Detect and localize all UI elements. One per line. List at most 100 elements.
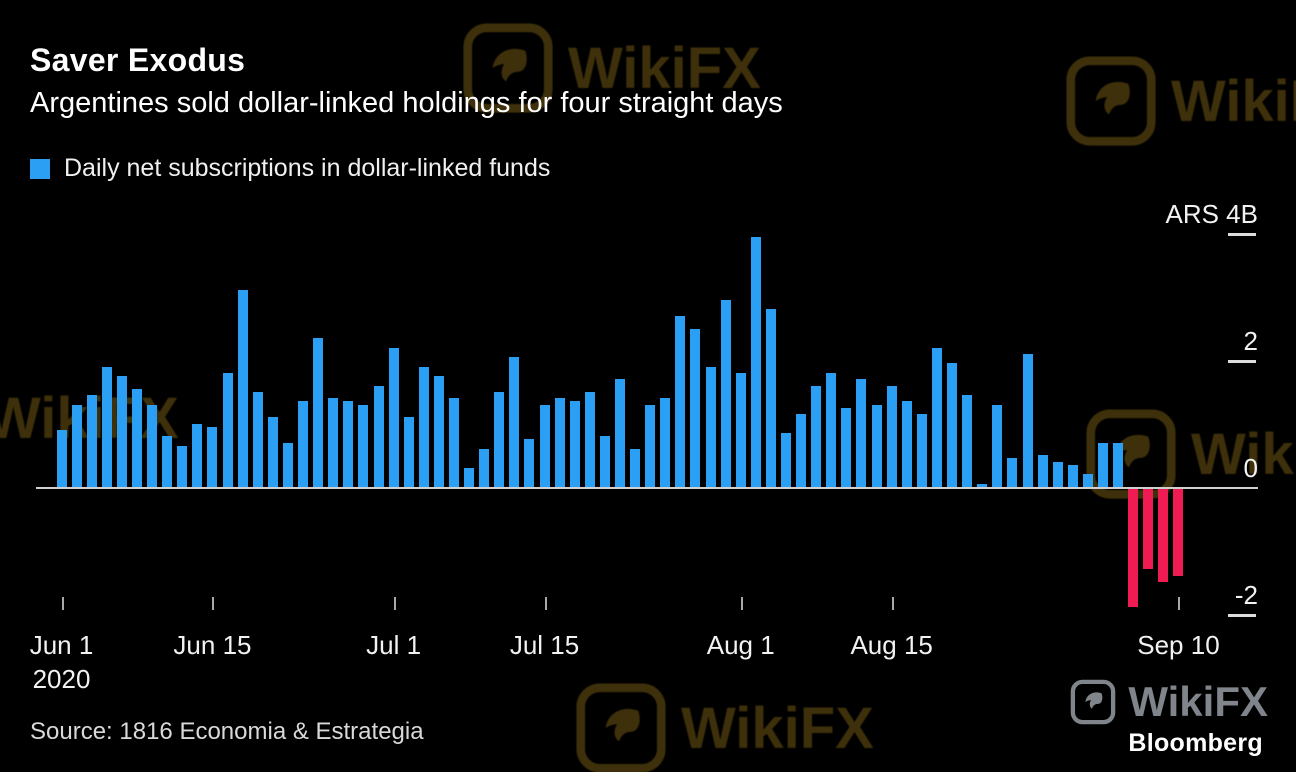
x-axis-tick [740,597,743,610]
bar-positive [252,391,263,487]
bar-positive [464,467,475,487]
bar-positive [599,436,610,487]
bar-positive [931,347,942,487]
x-axis-tick [61,597,64,610]
bar-positive [811,385,822,487]
bar-positive [509,357,520,487]
bar-positive [343,401,354,487]
bar-positive [524,439,535,487]
bar-positive [569,401,580,487]
bar-positive [71,404,82,487]
bar-positive [86,395,97,487]
x-axis-label: Aug 15 [850,630,933,660]
bar-positive [615,379,625,487]
wikifx-watermark-text: WikiFX [681,695,874,761]
wikifx-brand-text: WikiFX [1128,678,1268,725]
bar-positive [147,404,158,487]
x-axis-tick [1178,597,1181,610]
x-axis-tick [891,597,894,610]
bar-positive [962,395,973,487]
source-note: Source: 1816 Economia & Estrategia [30,718,424,745]
bar-positive [177,445,188,487]
bar-negative [1173,487,1184,576]
wikifx-watermark: WikiFX [462,22,761,114]
bar-positive [977,483,988,487]
wikifx-brand: WikiFX [1070,678,1268,726]
bar-positive [328,398,339,487]
x-axis: Jun 1 2020 Jun 15 Jul 1 Jul 15 Aug 1 Aug 15 Sep… [0,628,1296,708]
y-axis-label: ARS 4B [1165,199,1259,230]
bar-positive [871,404,882,487]
bar-positive [901,401,912,487]
bar-positive [765,309,776,487]
bar-positive [856,379,867,487]
bar-positive [101,366,112,487]
bar-positive [116,376,127,487]
x-axis-label: Jul 15 [509,630,580,660]
wikifx-watermark: WikiFX [1085,408,1296,500]
bar-positive [916,414,927,487]
wikifx-logo-icon [576,683,666,772]
x-axis-label: Jun 1 2020 [29,630,94,695]
bar-positive [796,414,807,487]
bar-positive [947,363,958,487]
bar-positive [207,426,218,487]
bloomberg-logo: Bloomberg [1128,729,1263,757]
bar-positive [1007,458,1018,487]
bar-positive [373,385,384,487]
bar-positive [418,366,429,487]
y-axis-label: -2 [1234,579,1258,610]
bar-positive [992,404,1003,487]
legend-swatch-icon [30,158,50,179]
bar-positive [826,372,837,487]
bar-positive [222,372,233,487]
wikifx-watermark-text: WikiFX [1191,421,1296,487]
bar-negative [1128,487,1139,608]
bar-positive [645,404,656,487]
bar-positive [1082,474,1093,487]
legend: Daily net subscriptions in dollar-linked… [30,154,550,183]
bar-positive [630,448,641,487]
wikifx-watermark-text: WikiFX [568,35,761,101]
wikifx-logo-icon [463,23,553,113]
x-axis-label: Aug 1 [706,630,775,660]
bar-positive [750,236,761,487]
legend-label: Daily net subscriptions in dollar-linked… [64,154,551,182]
wikifx-watermark: WikiFX [575,682,874,772]
wikifx-logo-icon [1071,679,1116,725]
bar-positive [479,448,490,487]
bar-positive [132,388,142,487]
zero-baseline [36,487,1258,489]
x-axis-label: Jun 15 [173,630,252,660]
bar-positive [448,398,459,487]
y-axis-tick [1228,613,1256,617]
x-axis-tick [212,597,215,610]
chart-subtitle: Argentines sold dollar-linked holdings f… [30,87,783,119]
x-axis-tick [393,597,396,610]
wikifx-logo-icon [1066,56,1156,146]
x-axis-tick [544,597,547,610]
bar-positive [282,442,293,487]
x-axis-label: Jul 1 [366,630,422,660]
bar-positive [841,407,852,487]
bar-positive [433,376,444,487]
bar-negative [1158,487,1169,583]
wikifx-watermark-text: WikiFX [1171,68,1296,134]
chart-title: Saver Exodus [30,42,246,78]
bar-positive [56,429,67,487]
bar-positive [267,417,278,487]
bar-positive [539,404,550,487]
bar-positive [1097,442,1108,487]
plot-area: ARS 4B 2 0 -2 [36,195,1259,617]
bar-positive [298,401,309,487]
bar-positive [1113,442,1124,487]
y-axis-tick [1228,360,1256,364]
bar-positive [1067,464,1078,487]
bar-positive [781,433,792,487]
bar-positive [720,299,731,487]
y-axis-label: 0 [1243,453,1258,483]
bar-positive [1037,455,1048,487]
bar-positive [192,423,203,487]
bar-positive [735,372,746,487]
